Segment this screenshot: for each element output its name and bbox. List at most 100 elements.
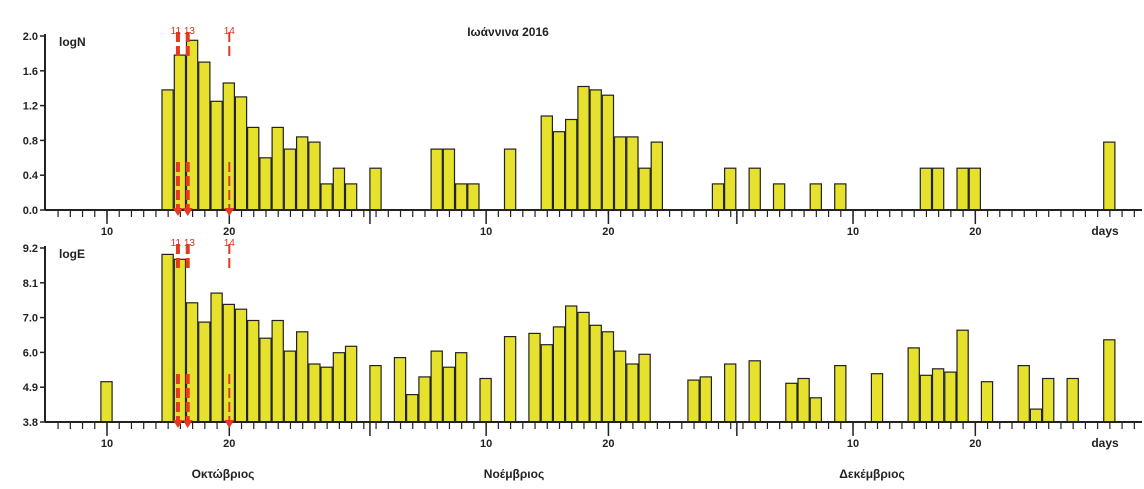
marker-label-top-1: 14 bbox=[224, 26, 236, 37]
y-tick-label-bottom-3: 7.0 bbox=[23, 313, 38, 325]
x-tick-label-bottom-5: 20 bbox=[969, 438, 981, 450]
bar-bottom-42 bbox=[809, 397, 823, 423]
y-tick-label-bottom-1: 4.9 bbox=[23, 382, 38, 394]
bar-bottom-9 bbox=[259, 337, 272, 423]
bar-top-35 bbox=[772, 183, 786, 211]
bar-bottom-36 bbox=[687, 379, 700, 423]
bar-top-1 bbox=[173, 54, 187, 211]
bar-top-40 bbox=[956, 167, 969, 211]
bar-bottom-38 bbox=[723, 363, 737, 423]
bar-bottom-46 bbox=[919, 374, 933, 423]
bar-top-42 bbox=[1103, 141, 1116, 211]
bar-bottom-43 bbox=[834, 365, 847, 423]
bar-bottom-14 bbox=[320, 366, 333, 423]
bar-bottom-17 bbox=[369, 365, 382, 423]
y-tick-label-top-4: 1.6 bbox=[23, 66, 38, 78]
bar-top-26 bbox=[589, 89, 602, 211]
bar-bottom-20 bbox=[418, 376, 431, 423]
x-tick-label-top-3: 20 bbox=[602, 226, 614, 238]
bar-bottom-13 bbox=[308, 363, 321, 423]
bar-top-4 bbox=[210, 100, 223, 211]
bar-top-3 bbox=[198, 61, 211, 211]
y-tick-label-top-1: 0.4 bbox=[23, 170, 39, 182]
bar-bottom-28 bbox=[552, 326, 566, 423]
bar-bottom-23 bbox=[455, 352, 468, 423]
bar-top-34 bbox=[748, 167, 761, 211]
y-tick-label-top-0: 0.0 bbox=[23, 205, 38, 217]
bar-bottom-53 bbox=[1041, 377, 1055, 423]
bar-bottom-50 bbox=[980, 381, 994, 423]
x-unit-label-bottom: days bbox=[1091, 436, 1119, 450]
bar-bottom-39 bbox=[748, 360, 761, 423]
bar-bottom-37 bbox=[699, 376, 713, 423]
bar-top-6 bbox=[234, 96, 248, 211]
bar-bottom-47 bbox=[931, 368, 945, 423]
bar-bottom-40 bbox=[785, 382, 798, 423]
month-label-december: Δεκέμβριος bbox=[839, 467, 904, 481]
bar-bottom-54 bbox=[1066, 377, 1079, 423]
x-tick-label-top-4: 10 bbox=[847, 226, 859, 238]
bar-bottom-49 bbox=[956, 329, 969, 423]
bar-top-11 bbox=[296, 136, 309, 211]
bar-top-17 bbox=[430, 148, 443, 211]
marker-arrow-bottom-1-0 bbox=[224, 420, 235, 428]
x-tick-label-top-2: 10 bbox=[480, 226, 492, 238]
bar-bottom-34 bbox=[626, 363, 639, 423]
bar-bottom-12 bbox=[296, 331, 309, 423]
bar-top-12 bbox=[308, 141, 321, 211]
y-tick-label-bottom-5: 9.2 bbox=[23, 243, 38, 255]
bar-bottom-21 bbox=[430, 350, 443, 423]
bar-bottom-10 bbox=[271, 319, 284, 423]
bar-top-0 bbox=[161, 89, 174, 211]
bar-top-31 bbox=[650, 141, 664, 211]
bar-bottom-15 bbox=[332, 352, 346, 423]
x-tick-label-top-0: 10 bbox=[101, 226, 113, 238]
bar-bottom-8 bbox=[247, 319, 260, 423]
bar-bottom-33 bbox=[613, 350, 627, 423]
bar-bottom-35 bbox=[638, 353, 651, 423]
bar-top-19 bbox=[455, 183, 468, 211]
bar-top-23 bbox=[552, 131, 566, 211]
y-tick-label-bottom-2: 6.0 bbox=[23, 347, 38, 359]
bar-bottom-1 bbox=[161, 253, 174, 423]
bar-bottom-55 bbox=[1103, 339, 1116, 423]
bar-top-7 bbox=[247, 126, 260, 211]
bar-bottom-32 bbox=[601, 331, 615, 423]
x-tick-label-bottom-3: 20 bbox=[602, 438, 614, 450]
x-tick-label-bottom-0: 10 bbox=[101, 438, 113, 450]
marker-label-bottom-1: 14 bbox=[224, 238, 236, 249]
bar-top-9 bbox=[271, 126, 284, 211]
bar-top-29 bbox=[626, 136, 639, 211]
bar-bottom-31 bbox=[589, 324, 602, 423]
bar-bottom-11 bbox=[283, 350, 297, 423]
bar-bottom-51 bbox=[1017, 365, 1030, 423]
bar-bottom-52 bbox=[1029, 408, 1043, 423]
marker-arrow-bottom-0-0 bbox=[172, 420, 183, 428]
bar-bottom-0 bbox=[100, 381, 113, 423]
bar-top-25 bbox=[577, 85, 590, 211]
bar-bottom-16 bbox=[344, 345, 358, 423]
month-label-november: Νοέμβριος bbox=[484, 467, 544, 481]
bar-top-13 bbox=[320, 183, 333, 211]
bar-top-20 bbox=[467, 183, 480, 211]
y-tick-label-bottom-4: 8.1 bbox=[23, 278, 38, 290]
y-tick-label-top-3: 1.2 bbox=[23, 101, 38, 113]
bar-top-38 bbox=[919, 167, 933, 211]
x-tick-label-top-1: 20 bbox=[223, 226, 235, 238]
bar-bottom-26 bbox=[528, 332, 541, 423]
bar-top-30 bbox=[638, 167, 651, 211]
bar-top-21 bbox=[503, 148, 517, 211]
bar-bottom-45 bbox=[907, 347, 920, 423]
bar-top-22 bbox=[540, 115, 554, 211]
bar-top-39 bbox=[931, 167, 945, 211]
marker-arrow-top-1-0 bbox=[224, 208, 235, 216]
bar-top-15 bbox=[344, 183, 358, 211]
month-label-october: Οκτώβριος bbox=[192, 467, 255, 481]
marker-arrow-top-0-0 bbox=[172, 208, 183, 216]
bar-top-36 bbox=[809, 183, 823, 211]
bar-top-32 bbox=[711, 183, 725, 211]
bar-top-10 bbox=[283, 148, 297, 211]
bar-bottom-41 bbox=[797, 377, 810, 423]
